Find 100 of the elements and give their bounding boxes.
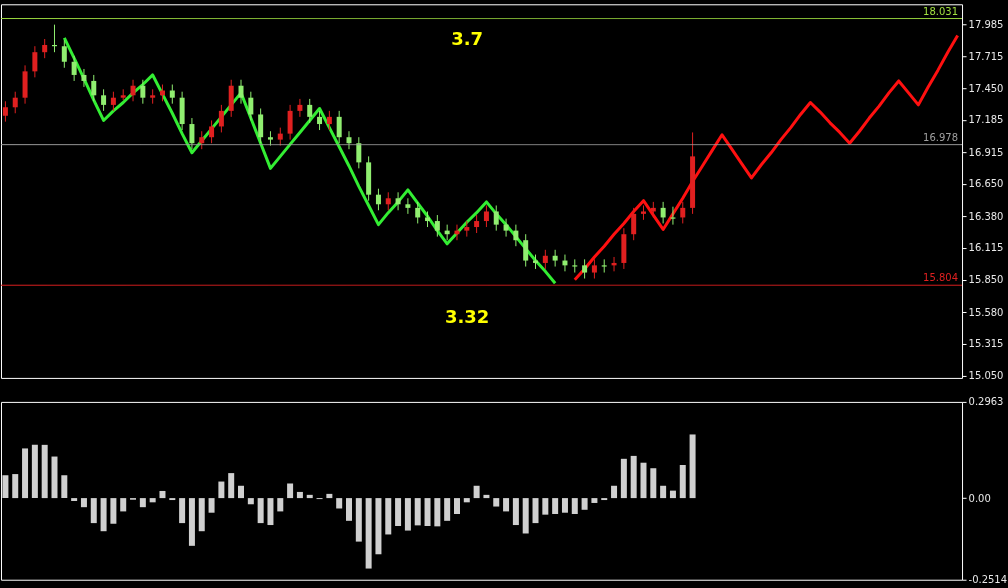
candlestick [493, 204, 499, 232]
candlestick [356, 136, 362, 169]
bar [267, 498, 274, 526]
candlestick [503, 218, 509, 238]
candlestick [375, 188, 381, 211]
candlestick [395, 191, 401, 211]
bar [444, 498, 451, 521]
candlestick [523, 233, 529, 268]
bar [12, 474, 19, 499]
candlestick [631, 207, 637, 241]
bar [561, 498, 568, 513]
bar [208, 498, 215, 513]
bar [571, 498, 578, 515]
candlestick [336, 110, 342, 144]
bar [41, 444, 48, 499]
candlestick [670, 206, 676, 226]
bar [591, 498, 598, 503]
bar [679, 464, 686, 499]
ref-line-label: 18.031 [923, 5, 959, 17]
bar [277, 498, 284, 512]
y-tick-label: 15.850 [968, 274, 1004, 286]
bar [660, 485, 667, 499]
bar [630, 455, 637, 499]
bar [414, 498, 421, 526]
bar [650, 468, 657, 499]
bar [434, 498, 441, 527]
candlestick [513, 224, 519, 247]
candlestick [542, 249, 548, 270]
y-tick-label: 15.050 [968, 370, 1004, 382]
bar [179, 498, 186, 524]
bar [2, 475, 9, 499]
candlestick [91, 74, 97, 102]
bar [640, 462, 647, 499]
candlestick [248, 91, 254, 121]
bar [581, 498, 588, 510]
candlestick [61, 39, 67, 69]
bar [31, 444, 38, 499]
bar [385, 498, 392, 535]
bar [689, 434, 696, 499]
candlestick [189, 117, 195, 150]
y-tick-label: -0.2514 [968, 574, 1008, 586]
candlestick [209, 119, 215, 144]
bar [80, 498, 87, 508]
candlestick [32, 45, 38, 78]
bar [326, 493, 333, 499]
annotation: 3.7 [451, 28, 484, 50]
bar [424, 498, 431, 527]
y-tick-label: 17.715 [968, 50, 1004, 62]
y-tick-label: 16.915 [968, 146, 1004, 158]
candlestick [483, 204, 489, 228]
ref-line-label: 16.978 [923, 131, 959, 143]
bar [110, 498, 117, 524]
y-tick-label: 16.115 [968, 242, 1004, 254]
bar [120, 498, 127, 512]
bar [22, 448, 29, 499]
bar [100, 498, 107, 532]
bar [71, 498, 78, 502]
candlestick [326, 110, 332, 131]
y-tick-label: 17.450 [968, 82, 1004, 94]
bar [669, 490, 676, 499]
line-series [573, 33, 960, 282]
candlestick [434, 214, 440, 238]
bar [512, 498, 519, 526]
y-tick-label: 16.380 [968, 210, 1004, 222]
candlestick [287, 104, 293, 141]
bar [611, 485, 618, 499]
candlestick [405, 197, 411, 215]
y-tick-label: 0.2963 [968, 396, 1004, 408]
bar [61, 475, 68, 499]
candlestick [2, 100, 8, 123]
bar [257, 498, 264, 524]
candlestick [71, 55, 77, 82]
candlestick [582, 258, 588, 280]
candlestick [317, 110, 323, 131]
bar [149, 498, 156, 503]
bar [552, 498, 559, 515]
candlestick [81, 68, 87, 88]
bar [228, 473, 235, 499]
candlestick [110, 91, 116, 112]
candlestick [238, 79, 244, 105]
bar [287, 483, 294, 499]
candlestick [218, 104, 224, 133]
bar [247, 498, 254, 505]
y-tick-label: 17.185 [968, 114, 1004, 126]
bar [522, 498, 529, 534]
ref-line-label: 15.804 [923, 272, 959, 284]
bar [90, 498, 97, 524]
bar [473, 485, 480, 499]
candlestick [572, 258, 578, 274]
bar [542, 498, 549, 515]
bar [395, 498, 402, 527]
bar [306, 494, 313, 499]
bar [188, 498, 195, 546]
y-tick-label: 17.985 [968, 18, 1004, 30]
bar [620, 458, 627, 499]
y-tick-label: 16.650 [968, 178, 1004, 190]
bar [375, 498, 382, 555]
bar [336, 498, 343, 509]
bar [238, 485, 245, 499]
bar [493, 498, 500, 507]
